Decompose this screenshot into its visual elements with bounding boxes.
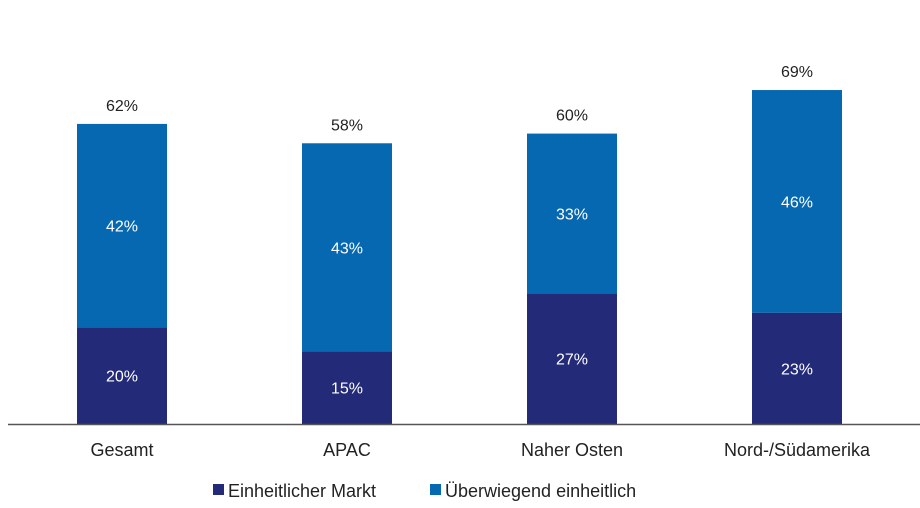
bar-apac-einheitlicher-markt xyxy=(302,351,392,424)
bars-group: 20% 42% 15% 43% 27% 33% 23% 46% xyxy=(77,90,842,424)
legend-swatch-ueberwiegend-einheitlich xyxy=(430,484,441,495)
category-label-nord-suedamerika: Nord-/Südamerika xyxy=(724,440,871,460)
data-label-apac-einheitlicher-markt: 15% xyxy=(331,381,363,398)
total-label-nord-suedamerika: 69% xyxy=(781,64,813,81)
category-label-apac: APAC xyxy=(323,440,371,460)
legend: Einheitlicher Markt Überwiegend einheitl… xyxy=(213,481,636,501)
category-label-gesamt: Gesamt xyxy=(90,440,153,460)
category-label-naher-osten: Naher Osten xyxy=(521,440,623,460)
data-label-naher-osten-ueberwiegend-einheitlich: 33% xyxy=(556,206,588,223)
bar-naher-osten-einheitlicher-markt xyxy=(527,293,617,424)
total-labels-group: 62% 58% 60% 69% xyxy=(106,64,813,134)
bar-nord-suedamerika-einheitlicher-markt xyxy=(752,312,842,424)
legend-label-einheitlicher-markt: Einheitlicher Markt xyxy=(228,481,376,501)
total-label-naher-osten: 60% xyxy=(556,108,588,125)
bar-apac-ueberwiegend-einheitlich xyxy=(302,143,392,352)
bar-naher-osten-ueberwiegend-einheitlich xyxy=(527,133,617,294)
bar-gesamt-ueberwiegend-einheitlich xyxy=(77,123,167,328)
data-label-gesamt-einheitlicher-markt: 20% xyxy=(106,369,138,386)
total-label-gesamt: 62% xyxy=(106,98,138,115)
bar-nord-suedamerika-ueberwiegend-einheitlich xyxy=(752,90,842,313)
category-labels-group: Gesamt APAC Naher Osten Nord-/Südamerika xyxy=(90,440,871,460)
data-label-naher-osten-einheitlicher-markt: 27% xyxy=(556,352,588,369)
bar-gesamt-einheitlicher-markt xyxy=(77,327,167,424)
data-label-nord-suedamerika-ueberwiegend-einheitlich: 46% xyxy=(781,194,813,211)
legend-swatch-einheitlicher-markt xyxy=(213,484,224,495)
data-label-gesamt-ueberwiegend-einheitlich: 42% xyxy=(106,219,138,236)
data-label-apac-ueberwiegend-einheitlich: 43% xyxy=(331,240,363,257)
legend-label-ueberwiegend-einheitlich: Überwiegend einheitlich xyxy=(445,481,636,501)
data-label-nord-suedamerika-einheitlicher-markt: 23% xyxy=(781,361,813,378)
total-label-apac: 58% xyxy=(331,117,363,134)
